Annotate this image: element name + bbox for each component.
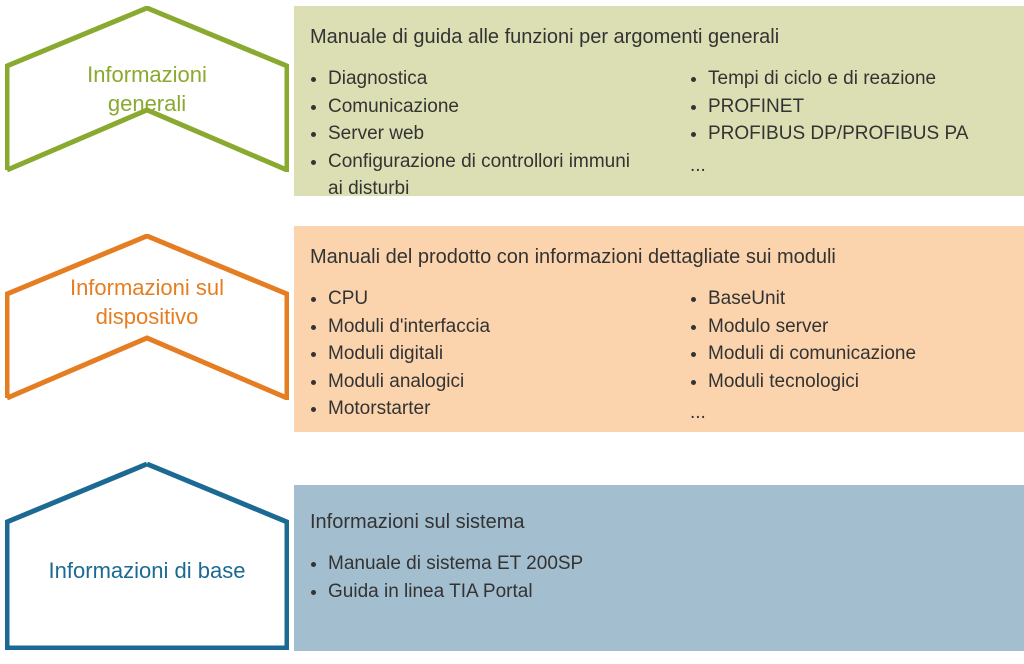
list-col1-generali: DiagnosticaComunicazioneServer webConfig… [310,65,650,203]
list-item: Comunicazione [328,93,650,121]
list-item: Server web [328,120,650,148]
ellipsis-generali: ... [690,152,968,180]
label-text-base: Informazioni di base [5,557,289,586]
panel-heading-generali: Manuale di guida alle funzioni per argom… [310,26,1024,49]
list-item: Configurazione di controllori immuniai d… [328,148,650,203]
list-item: Moduli d'interfaccia [328,313,650,341]
list-item: Diagnostica [328,65,650,93]
list-col2-generali: Tempi di ciclo e di reazionePROFINETPROF… [690,65,968,148]
label-shape-generali: Informazionigenerali [5,6,289,172]
panel-heading-dispositivo: Manuali del prodotto con informazioni de… [310,246,1024,269]
list-item: Moduli digitali [328,340,650,368]
list-item: Tempi di ciclo e di reazione [708,65,968,93]
label-text-generali: Informazionigenerali [5,61,289,118]
list-item: Motorstarter [328,395,650,423]
panel-base: Informazioni sul sistema Manuale di siste… [294,485,1024,651]
list-item: Modulo server [708,313,916,341]
list-item: CPU [328,285,650,313]
list-col1-dispositivo: CPUModuli d'interfacciaModuli digitaliMo… [310,285,650,423]
list-item: Moduli analogici [328,368,650,396]
list-item: Guida in linea TIA Portal [328,578,910,606]
list-item: BaseUnit [708,285,916,313]
ellipsis-dispositivo: ... [690,399,916,427]
label-text-dispositivo: Informazioni suldispositivo [5,274,289,331]
panel-heading-base: Informazioni sul sistema [310,511,1024,534]
list-col2-dispositivo: BaseUnitModulo serverModuli di comunicaz… [690,285,916,395]
panel-generali: Manuale di guida alle funzioni per argom… [294,6,1024,196]
list-col1-base: Manuale di sistema ET 200SPGuida in line… [310,550,910,605]
list-item: PROFINET [708,93,968,121]
list-item: Manuale di sistema ET 200SP [328,550,910,578]
list-item: Moduli tecnologici [708,368,916,396]
list-item: PROFIBUS DP/PROFIBUS PA [708,120,968,148]
label-shape-dispositivo: Informazioni suldispositivo [5,234,289,400]
panel-dispositivo: Manuali del prodotto con informazioni de… [294,226,1024,432]
label-shape-base: Informazioni di base [5,462,289,650]
list-item: Moduli di comunicazione [708,340,916,368]
